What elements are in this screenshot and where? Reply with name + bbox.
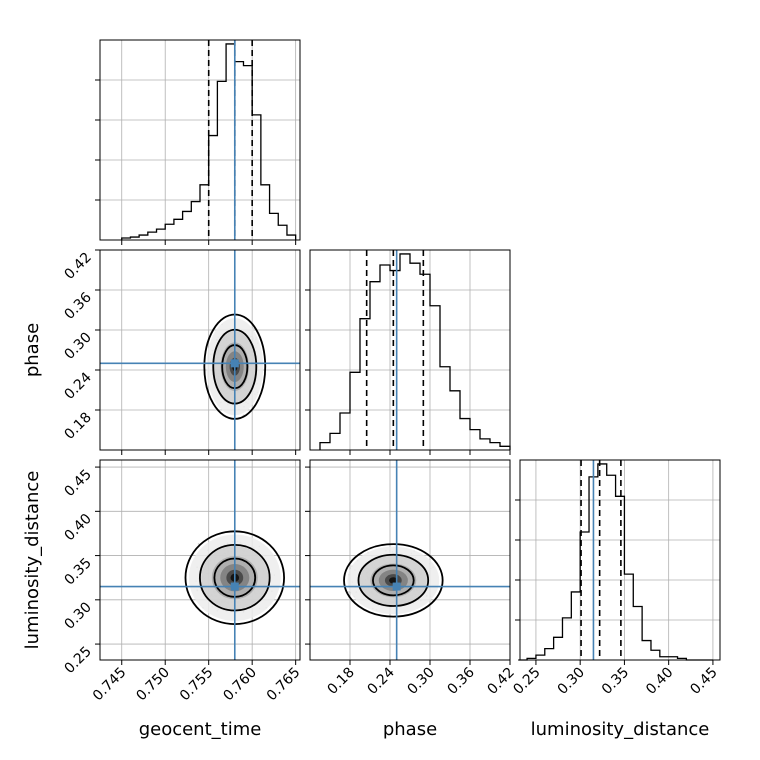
x-tick-label-phase-0: 0.18 xyxy=(324,665,357,698)
x-tick-label-geocent_time-3: 0.760 xyxy=(220,665,260,705)
y-tick-label-phase-1: 0.24 xyxy=(61,369,94,402)
truth-marker-phase-luminosity_distance xyxy=(393,583,401,591)
x-axis-label-geocent-time: geocent_time xyxy=(139,719,262,740)
histogram-phase xyxy=(320,254,510,450)
x-tick-label-geocent_time-2: 0.755 xyxy=(177,665,217,705)
panel-frame-geocent_time-phase xyxy=(100,250,300,450)
y-tick-label-phase-4: 0.42 xyxy=(61,250,94,283)
y-tick-label-luminosity_distance-4: 0.45 xyxy=(61,467,94,500)
x-tick-label-luminosity_distance-2: 0.35 xyxy=(599,665,632,698)
x-tick-label-phase-1: 0.24 xyxy=(364,664,397,697)
x-tick-label-luminosity_distance-1: 0.30 xyxy=(555,665,588,698)
sample-point xyxy=(348,591,350,593)
x-axis-label-luminosity-distance: luminosity_distance xyxy=(531,719,710,740)
y-axis-label-phase: phase xyxy=(22,323,43,377)
y-axis-label-luminosity-distance: luminosity_distance xyxy=(22,471,43,650)
x-tick-label-phase-4: 0.42 xyxy=(484,665,517,698)
histogram-luminosity_distance xyxy=(518,464,713,660)
y-tick-label-luminosity_distance-0: 0.25 xyxy=(61,644,94,677)
x-tick-label-luminosity_distance-4: 0.45 xyxy=(687,665,720,698)
y-tick-label-luminosity_distance-2: 0.35 xyxy=(61,555,94,588)
x-tick-label-geocent_time-1: 0.750 xyxy=(133,665,173,705)
x-tick-label-luminosity_distance-3: 0.40 xyxy=(643,665,676,698)
x-axis-label-phase: phase xyxy=(383,719,437,740)
panel-phase-vs-luminosity_distance xyxy=(344,544,443,617)
data-layer xyxy=(100,40,713,660)
y-tick-label-phase-2: 0.30 xyxy=(61,330,94,363)
x-tick-label-phase-3: 0.36 xyxy=(444,664,477,697)
x-tick-label-geocent_time-4: 0.765 xyxy=(264,665,304,705)
x-tick-label-luminosity_distance-0: 0.25 xyxy=(510,665,543,698)
y-tick-label-phase-0: 0.18 xyxy=(61,410,94,443)
truth-marker-geocent_time-phase xyxy=(231,359,239,367)
y-tick-label-phase-3: 0.36 xyxy=(61,289,94,322)
x-tick-label-phase-2: 0.30 xyxy=(404,665,437,698)
y-tick-label-luminosity_distance-1: 0.30 xyxy=(61,599,94,632)
x-tick-label-geocent_time-0: 0.745 xyxy=(90,665,130,705)
y-tick-label-luminosity_distance-3: 0.40 xyxy=(61,511,94,544)
truth-marker-geocent_time-luminosity_distance xyxy=(231,583,239,591)
tick-labels: 0.745 0.750 0.755 0.760 0.765 0.18 0.24 0.30 0.3… xyxy=(61,250,720,705)
panel-frame-luminosity_distance-hist xyxy=(520,460,720,660)
